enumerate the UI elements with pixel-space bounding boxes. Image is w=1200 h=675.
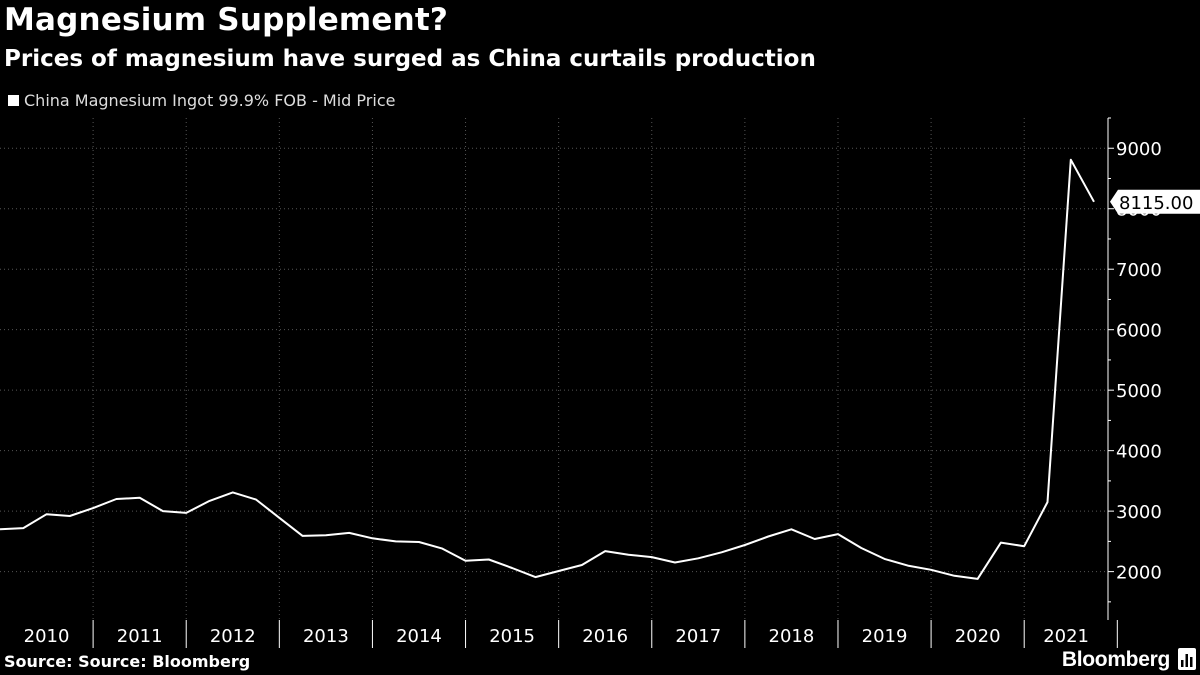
- y-tick-label: 3000: [1116, 502, 1162, 523]
- source-note: Source: Source: Bloomberg: [4, 652, 251, 671]
- x-tick-label: 2012: [210, 626, 256, 647]
- y-tick-label: 9000: [1116, 139, 1162, 160]
- x-tick-label: 2020: [955, 626, 1001, 647]
- y-tick-label: 5000: [1116, 381, 1162, 402]
- chart-subtitle: Prices of magnesium have surged as China…: [4, 46, 816, 72]
- x-tick-label: 2014: [396, 626, 442, 647]
- x-tick-label: 2010: [24, 626, 70, 647]
- x-tick-label: 2021: [1043, 626, 1089, 647]
- x-tick-label: 2013: [303, 626, 349, 647]
- legend-swatch: [8, 95, 19, 106]
- x-tick-label: 2011: [117, 626, 163, 647]
- x-tick-label: 2018: [769, 626, 815, 647]
- legend-label: China Magnesium Ingot 99.9% FOB - Mid Pr…: [24, 91, 396, 110]
- bloomberg-chart-icon: [1178, 648, 1196, 670]
- y-tick-label: 2000: [1116, 563, 1162, 584]
- legend: China Magnesium Ingot 99.9% FOB - Mid Pr…: [8, 91, 395, 110]
- x-tick-label: 2016: [582, 626, 628, 647]
- y-tick-label: 7000: [1116, 260, 1162, 281]
- price-series-line: [0, 158, 1095, 580]
- y-tick-label: 4000: [1116, 442, 1162, 463]
- bloomberg-logo: Bloomberg: [1061, 648, 1170, 671]
- last-value-flag: [1110, 189, 1200, 214]
- last-value-label: 8115.00: [1119, 193, 1193, 214]
- x-tick-label: 2019: [862, 626, 908, 647]
- y-tick-label: 6000: [1116, 321, 1162, 342]
- x-tick-label: 2017: [675, 626, 721, 647]
- x-tick-label: 2015: [489, 626, 535, 647]
- chart-title: Magnesium Supplement?: [4, 2, 449, 38]
